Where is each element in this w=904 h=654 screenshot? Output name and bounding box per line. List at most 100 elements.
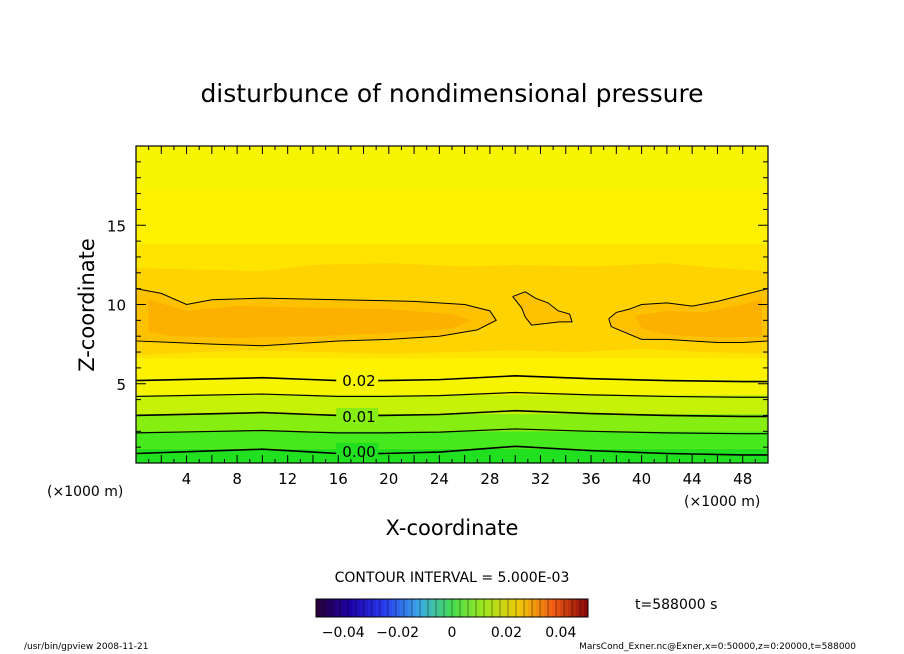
- core-left: [148, 299, 471, 338]
- colorbar-segment: [580, 599, 585, 617]
- y-axis-ticks: 5 10 15: [107, 161, 768, 448]
- colorbar-segment: [520, 599, 525, 617]
- colorbar-segment: [508, 599, 513, 617]
- colorbar-segment: [396, 599, 401, 617]
- contour-020: [135, 375, 768, 383]
- colorbar-segment: [344, 599, 349, 617]
- x-axis-label: X-coordinate: [386, 516, 519, 540]
- colorbar-segment: [560, 599, 565, 617]
- colorbar-segment: [536, 599, 541, 617]
- colorbar-segment: [368, 599, 373, 617]
- colorbar-segment: [476, 599, 481, 617]
- x-tick-label: 12: [278, 470, 297, 488]
- x-tick-label: 32: [531, 470, 550, 488]
- x-tick-label: 36: [581, 470, 600, 488]
- contour-label-bg: [336, 442, 379, 461]
- x-tick-label: 44: [683, 470, 702, 488]
- y-axis-label: Z-coordinate: [75, 238, 99, 372]
- colorbar-segment: [532, 599, 537, 617]
- colorbar-segment: [516, 599, 521, 617]
- color-band: [136, 377, 768, 395]
- colorbar-segment: [320, 599, 325, 617]
- colorbar-segment: [456, 599, 461, 617]
- contour-labels: 0.02 0.01 0.00: [336, 371, 379, 461]
- color-band: [136, 358, 768, 378]
- contour-label-bg: [336, 371, 379, 390]
- colorbar-segment: [420, 599, 425, 617]
- x-tick-label: 40: [632, 470, 651, 488]
- contour-015: [135, 391, 768, 398]
- colorbar-segment: [316, 599, 321, 617]
- footer-right: MarsCond_Exner.nc@Exner,x=0:50000,z=0:20…: [579, 642, 856, 652]
- colorbar-segment: [408, 599, 413, 617]
- contour-025-left: [135, 288, 497, 347]
- blob-middle: [512, 291, 573, 326]
- x-tick-label: 48: [733, 470, 752, 488]
- colorbar-segment: [332, 599, 337, 617]
- colorbar-segment: [496, 599, 501, 617]
- colorbar-segment: [392, 599, 397, 617]
- colorbar-segment: [488, 599, 493, 617]
- colorbar-segment: [464, 599, 469, 617]
- colorbar-segment: [448, 599, 453, 617]
- colorbar-tick-label: 0.02: [491, 625, 522, 641]
- core-right: [635, 299, 762, 338]
- x-tick-label: 20: [379, 470, 398, 488]
- colorbar-segment: [380, 599, 385, 617]
- colorbar-segment: [552, 599, 557, 617]
- contour-label-000: 0.00: [342, 443, 375, 461]
- contour-010: [135, 409, 768, 418]
- colorbar-segment: [440, 599, 445, 617]
- colorbar-segment: [472, 599, 477, 617]
- x-tick-label: 16: [329, 470, 348, 488]
- colorbar-segment: [556, 599, 561, 617]
- contour-interval-label: CONTOUR INTERVAL = 5.000E-03: [335, 570, 570, 586]
- x-tick-label: 28: [480, 470, 499, 488]
- colorbar-segment: [400, 599, 405, 617]
- contour-000: [135, 445, 768, 456]
- color-band: [136, 394, 768, 414]
- color-band: [136, 188, 768, 245]
- colorbar-tick-label: 0.04: [545, 625, 576, 641]
- colorbar-tick-labels: −0.04 −0.02 0 0.02 0.04: [322, 625, 577, 641]
- colorbar-segment: [548, 599, 553, 617]
- colorbar-segment: [372, 599, 377, 617]
- colorbar-tick-label: 0: [448, 625, 457, 641]
- x-axis-ticks: 4 8 12 16 20 24 28 32 36 40 44 48: [148, 146, 756, 488]
- colorbar-frame: [315, 598, 589, 618]
- colorbar-segment: [564, 599, 569, 617]
- color-band: [136, 431, 768, 449]
- x-unit-label: (×1000 m): [684, 494, 760, 510]
- color-bands: [136, 146, 768, 463]
- colorbar-segment: [416, 599, 421, 617]
- color-band: [136, 448, 768, 463]
- contour-label-002: 0.02: [342, 372, 375, 390]
- colorbar-segment: [436, 599, 441, 617]
- colorbar-segment: [360, 599, 365, 617]
- colorbar-segment: [352, 599, 357, 617]
- chart-title: disturbunce of nondimensional pressure: [200, 79, 703, 108]
- contour-lines: [135, 288, 769, 456]
- z-unit-label: (×1000 m): [47, 484, 123, 500]
- colorbar-segment: [504, 599, 509, 617]
- colorbar-segment: [388, 599, 393, 617]
- colorbar-tick-label: −0.04: [322, 625, 365, 641]
- x-tick-label: 24: [430, 470, 449, 488]
- colorbar-segment: [428, 599, 433, 617]
- colorbar-segment: [336, 599, 341, 617]
- colorbar-segment: [576, 599, 581, 617]
- colorbar-segment: [480, 599, 485, 617]
- colorbar-segment: [364, 599, 369, 617]
- colorbar-segment: [468, 599, 473, 617]
- colorbar-segment: [484, 599, 489, 617]
- colorbar-segment: [324, 599, 329, 617]
- colorbar-segment: [328, 599, 333, 617]
- contour-label-bg: [336, 408, 379, 427]
- contour-025-mid: [512, 291, 573, 326]
- colorbar-segment: [568, 599, 573, 617]
- colorbar-segment: [412, 599, 417, 617]
- colorbar: [315, 598, 589, 618]
- colorbar-segment: [424, 599, 429, 617]
- x-tick-label: 8: [232, 470, 242, 488]
